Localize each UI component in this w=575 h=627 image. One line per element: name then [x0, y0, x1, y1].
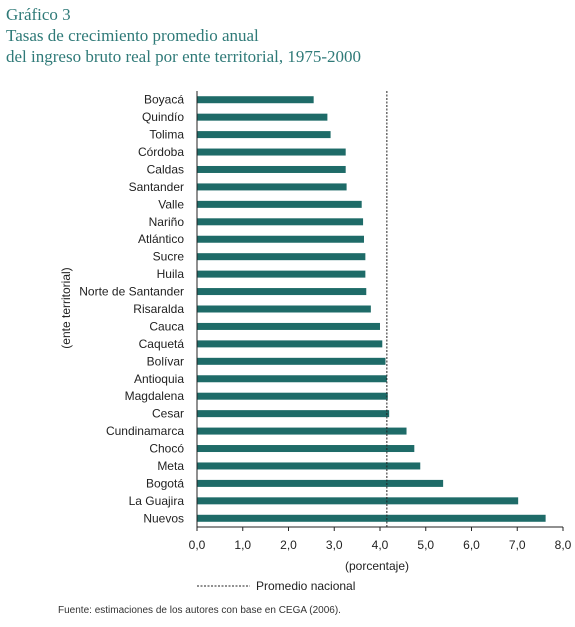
category-label-21: Meta [157, 459, 184, 473]
x-tick-label-6: 6,0 [463, 538, 480, 552]
category-label-23: La Guajira [129, 494, 185, 508]
bar-17 [197, 392, 388, 400]
category-label-2: Tolima [149, 128, 184, 142]
legend-reference-line-label: Promedio nacional [256, 579, 355, 593]
category-label-4: Caldas [147, 162, 184, 176]
bar-11 [197, 288, 367, 296]
bar-0 [197, 96, 314, 104]
category-label-17: Magdalena [125, 389, 185, 403]
chart-subtitle-line-1: Tasas de crecimiento promedio anual [6, 26, 259, 45]
bar-18 [197, 410, 390, 418]
bar-4 [197, 165, 346, 173]
bar-20 [197, 445, 415, 453]
category-label-1: Quindío [142, 110, 184, 124]
x-tick-label-2: 2,0 [280, 538, 297, 552]
category-label-6: Valle [158, 197, 184, 211]
category-label-16: Antioquia [134, 372, 184, 386]
chart-title-block: Gráfico 3 Tasas de crecimiento promedio … [6, 4, 361, 67]
category-label-24: Nuevos [143, 511, 184, 525]
category-label-20: Chocó [149, 442, 184, 456]
category-label-22: Bogotá [146, 476, 184, 490]
category-label-8: Atlántico [138, 232, 184, 246]
x-tick-label-5: 5,0 [417, 538, 434, 552]
bar-22 [197, 479, 444, 487]
category-label-18: Cesar [152, 407, 184, 421]
x-tick-label-8: 8,0 [555, 538, 572, 552]
bar-10 [197, 270, 366, 278]
source-note: Fuente: estimaciones de los autores con … [58, 605, 341, 616]
bar-7 [197, 218, 364, 226]
x-tick-label-3: 3,0 [326, 538, 343, 552]
bar-9 [197, 253, 366, 261]
y-axis-label: (ente territorial) [59, 267, 73, 348]
bar-14 [197, 340, 383, 348]
category-label-7: Nariño [149, 215, 185, 229]
bar-19 [197, 427, 407, 435]
category-label-19: Cundinamarca [106, 424, 184, 438]
category-label-10: Huila [157, 267, 185, 281]
category-label-12: Risaralda [133, 302, 184, 316]
category-label-3: Córdoba [138, 145, 184, 159]
category-label-0: Boyacá [144, 93, 184, 107]
bar-5 [197, 183, 347, 191]
category-label-13: Cauca [149, 319, 184, 333]
x-tick-label-4: 4,0 [372, 538, 389, 552]
bar-6 [197, 200, 362, 208]
bar-13 [197, 322, 380, 330]
category-label-14: Caquetá [139, 337, 185, 351]
category-label-15: Bolívar [147, 354, 184, 368]
bar-3 [197, 148, 346, 156]
bar-21 [197, 462, 421, 470]
x-tick-label-7: 7,0 [509, 538, 526, 552]
bar-1 [197, 113, 328, 121]
category-label-5: Santander [129, 180, 184, 194]
x-axis-label: (porcentaje) [345, 559, 409, 573]
bar-15 [197, 357, 386, 365]
category-label-11: Norte de Santander [79, 285, 184, 299]
bar-8 [197, 235, 364, 243]
bar-24 [197, 514, 546, 522]
category-label-9: Sucre [153, 250, 185, 264]
bar-2 [197, 131, 331, 139]
bar-12 [197, 305, 371, 313]
x-tick-label-0: 0,0 [189, 538, 206, 552]
chart-subtitle-line-2: del ingreso bruto real por ente territor… [6, 47, 361, 66]
chart-title: Gráfico 3 [6, 5, 71, 24]
bar-16 [197, 375, 387, 383]
x-tick-label-1: 1,0 [234, 538, 251, 552]
bar-23 [197, 497, 519, 505]
